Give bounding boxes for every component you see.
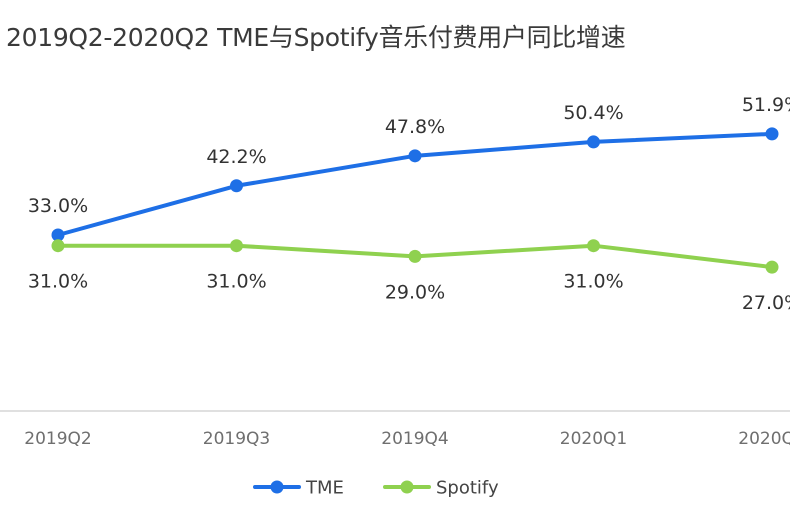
data-label-spotify: 31.0% [206,271,266,293]
x-tick-label: 2020Q1 [560,429,627,449]
legend-label-spotify: Spotify [436,478,499,499]
x-tick-label: 2020Q2 [738,429,790,449]
data-label-tme: 51.9% [742,94,790,116]
data-label-tme: 50.4% [563,102,623,124]
data-point-spotify [230,239,243,253]
series-line-tme [56,131,774,237]
legend-marker-tme [270,480,284,494]
legend-label-tme: TME [305,478,344,499]
data-point-tme [51,228,65,242]
data-point-spotify [587,239,600,253]
legend-marker-spotify [400,480,414,494]
x-tick-label: 2019Q2 [24,429,91,449]
data-label-spotify: 29.0% [385,281,445,303]
data-point-tme [765,127,779,141]
data-label-tme: 33.0% [28,195,88,217]
chart-title: 2019Q2-2020Q2 TME与Spotify音乐付费用户同比增速 [6,23,626,52]
data-point-tme [587,135,600,149]
x-tick-label: 2019Q4 [381,429,448,449]
data-point-spotify [408,249,422,263]
x-tick-label: 2019Q3 [203,429,270,449]
data-label-spotify: 27.0% [742,292,790,314]
data-label-spotify: 31.0% [28,271,88,293]
data-label-tme: 47.8% [385,116,445,138]
data-point-spotify [765,260,779,274]
data-point-tme [408,149,422,163]
data-point-spotify [51,239,65,253]
data-point-tme [230,179,243,193]
data-label-tme: 42.2% [206,146,266,168]
data-label-spotify: 31.0% [563,271,623,293]
